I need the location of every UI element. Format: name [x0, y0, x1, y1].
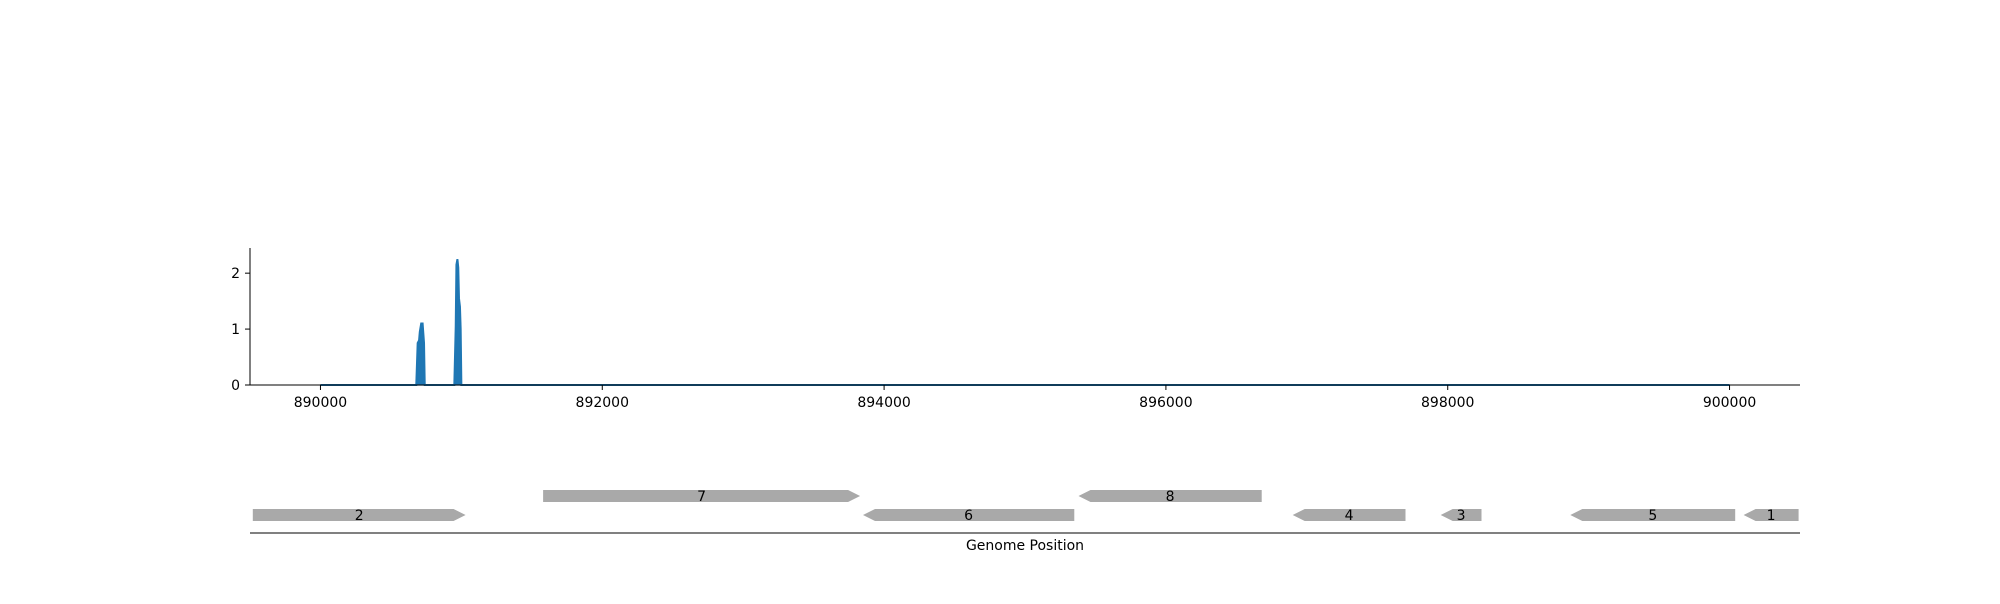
gene-arrow — [1078, 490, 1262, 502]
x-tick-label: 890000 — [294, 395, 347, 411]
gene-track: 2 7 6 8 4 3 5 1 — [250, 489, 1800, 534]
y-tick-label: 2 — [231, 266, 240, 282]
gene-label: 5 — [1648, 508, 1657, 524]
signal-area — [320, 259, 1730, 386]
gene-label: 2 — [355, 508, 364, 524]
gene-label: 1 — [1767, 508, 1776, 524]
y-tick-label: 0 — [231, 378, 240, 394]
gene-arrow — [252, 509, 466, 521]
gene-arrow — [543, 490, 861, 502]
x-tick-label: 896000 — [1139, 395, 1192, 411]
x-tick-label: 900000 — [1703, 395, 1756, 411]
signal-axes: 890000 892000 894000 896000 898000 900000 0 1 2 — [231, 248, 1800, 411]
signal-line — [320, 259, 1730, 386]
gene-track-xlabel: Genome Position — [966, 538, 1084, 554]
signal-panel — [320, 259, 1730, 386]
gene-arrow — [1570, 509, 1736, 521]
gene-label: 3 — [1457, 508, 1466, 524]
gene-arrow — [1440, 509, 1482, 521]
gene-arrow — [1743, 509, 1799, 521]
x-tick-label: 892000 — [576, 395, 629, 411]
gene-label: 8 — [1166, 489, 1175, 505]
x-tick-label: 898000 — [1421, 395, 1474, 411]
gene-label: 7 — [697, 489, 706, 505]
gene-label: 4 — [1345, 508, 1354, 524]
gene-arrow — [863, 509, 1075, 521]
gene-arrow — [1292, 509, 1406, 521]
gene-label: 6 — [964, 508, 973, 524]
y-tick-label: 1 — [231, 322, 240, 338]
x-tick-label: 894000 — [857, 395, 910, 411]
